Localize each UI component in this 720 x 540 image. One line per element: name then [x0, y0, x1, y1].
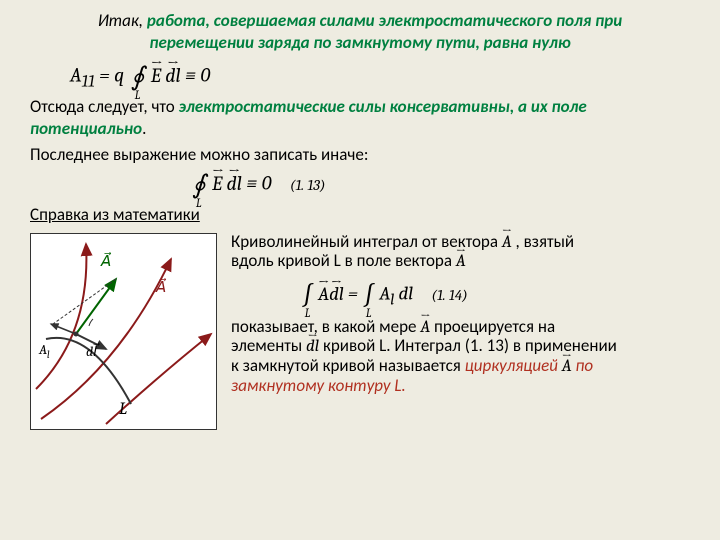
- svg-text:A⃗: A⃗: [100, 251, 111, 270]
- svg-text:A⃗: A⃗: [155, 277, 166, 296]
- para-2: Последнее выражение можно записать иначе…: [30, 144, 690, 166]
- title-em1: работа, совершаемая силами электростатич…: [147, 10, 622, 31]
- svg-text:L: L: [119, 400, 127, 419]
- formula-1: A11 = q ∮ E dl ≡ 0: [70, 62, 690, 92]
- title-em2: перемещении заряда по замкнутому пути, р…: [149, 32, 570, 53]
- math-reference-label: Справка из математики: [30, 204, 690, 226]
- circulation-term: циркуляцией: [465, 355, 558, 376]
- eq-num-113: (1. 13): [290, 176, 326, 194]
- slide-title: Итак, работа, совершаемая силами электро…: [30, 10, 690, 54]
- vector-field-diagram: A⃗ A⃗ A l dl⃗ L: [30, 233, 217, 430]
- svg-text:A: A: [38, 341, 47, 358]
- right-column: Криволинейный интеграл от вектора A , вз…: [217, 233, 690, 430]
- svg-text:l: l: [47, 349, 50, 361]
- eq-num-114: (1. 14): [431, 286, 467, 304]
- formula-3: ∫ Adl = ∫ Al dl (1. 14): [301, 279, 690, 311]
- title-prefix: Итак,: [98, 10, 147, 31]
- formula-2: ∮ E dl ≡ 0 (1. 13): [190, 170, 690, 200]
- para-1: Отсюда следует, что электростатические с…: [30, 96, 690, 140]
